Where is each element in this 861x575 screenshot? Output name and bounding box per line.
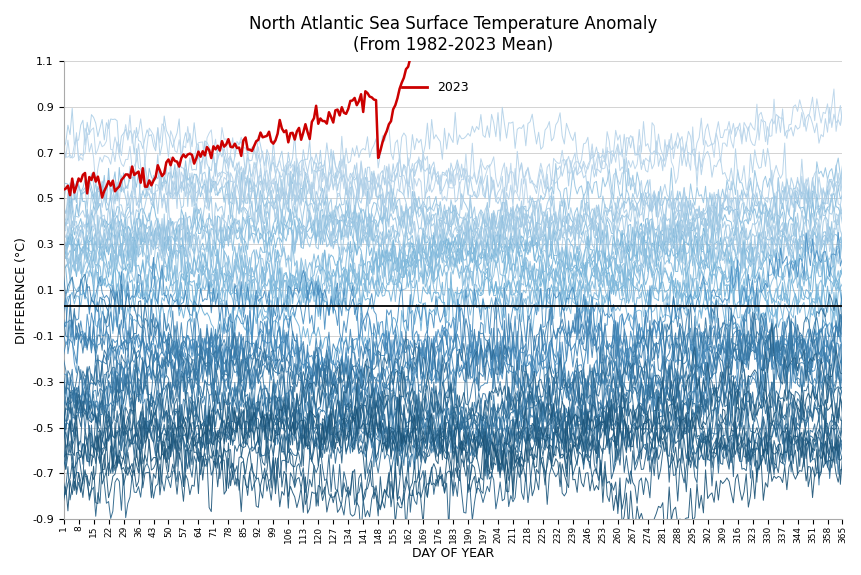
Legend: 2023: 2023 <box>397 76 473 99</box>
Y-axis label: DIFFERENCE (°C): DIFFERENCE (°C) <box>15 237 28 343</box>
X-axis label: DAY OF YEAR: DAY OF YEAR <box>412 547 493 560</box>
Title: North Atlantic Sea Surface Temperature Anomaly
(From 1982-2023 Mean): North Atlantic Sea Surface Temperature A… <box>249 15 656 54</box>
